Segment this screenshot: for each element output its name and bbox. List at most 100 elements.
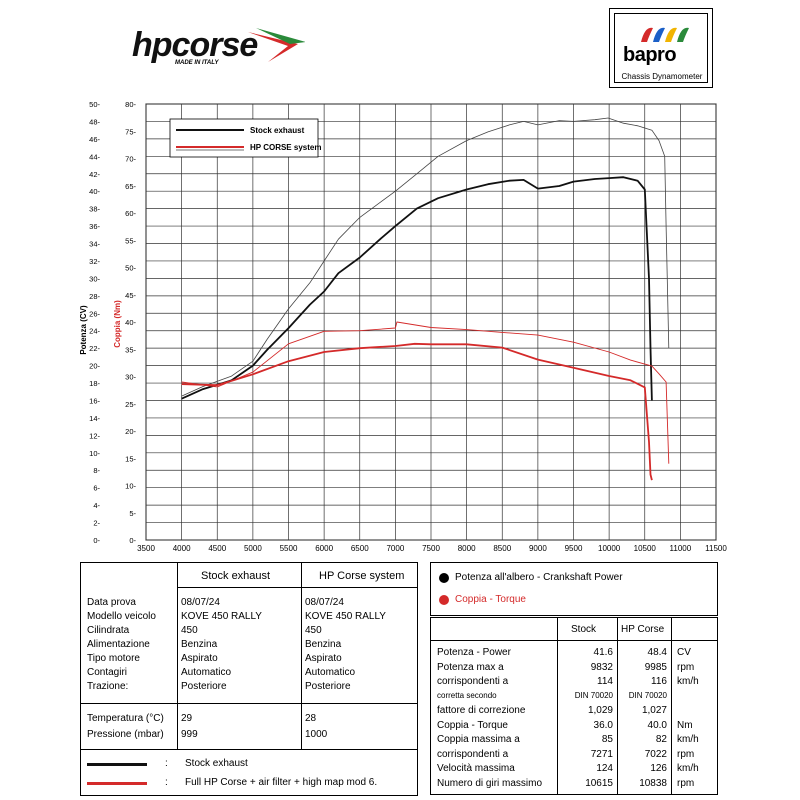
power-tick-label: 14- [89, 414, 100, 423]
legend-hp-label: HP CORSE system [250, 143, 321, 152]
torque-tick-label: 35- [125, 345, 136, 354]
results-col-stock: Stock [571, 624, 597, 635]
power-tick-label: 24- [89, 327, 100, 336]
torque-tick-label: 25- [125, 400, 136, 409]
legend-bottom-label-2: Full HP Corse + air filter + high map mo… [185, 777, 378, 788]
result-unit: km/h [677, 734, 699, 745]
bapro-color-icon [641, 27, 689, 42]
spec-hp-value: KOVE 450 RALLY [305, 611, 386, 622]
spec-col-hp: HP Corse system [319, 570, 405, 582]
spec-hp-value: Benzina [305, 639, 342, 650]
env-hp-value: 1000 [305, 729, 328, 740]
spec-stock-value: 08/07/24 [181, 597, 220, 608]
torque-tick-label: 40- [125, 318, 136, 327]
dyno-chart: 3500 4000 4500 5000 5500 6000 6500 7000 7500 8000… [79, 100, 727, 553]
spec-stock-value: Automatico [181, 667, 232, 678]
legend-torque-label: Coppia - Torque [455, 594, 526, 605]
result-unit: Nm [677, 719, 693, 731]
legend-hp-line [87, 782, 147, 785]
bapro-logo: bapro Chassis Dynamometer [609, 8, 713, 88]
result-hp-value: 1,027 [641, 705, 667, 716]
bapro-name: bapro [623, 44, 677, 66]
power-tick-label: 42- [89, 170, 100, 179]
spec-hp-value: 450 [305, 625, 322, 636]
power-tick-label: 46- [89, 135, 100, 144]
power-tick-label: 32- [89, 257, 100, 266]
legend-bottom-sep-1: : [165, 758, 168, 769]
torque-tick-label: 70- [125, 155, 136, 164]
x-tick-label: 6500 [351, 544, 369, 553]
torque-tick-label: 20- [125, 427, 136, 436]
result-stock-value: DIN 70020 [574, 690, 613, 700]
power-tick-label: 44- [89, 152, 100, 161]
power-tick-label: 20- [89, 362, 100, 371]
power-tick-label: 2- [93, 519, 100, 528]
power-tick-label: 38- [89, 205, 100, 214]
series-line-2 [181, 117, 670, 397]
x-tick-label: 3500 [137, 544, 155, 553]
x-tick-label: 5500 [280, 544, 298, 553]
legend-stock-label: Stock exhaust [250, 126, 305, 135]
power-tick-label: 10- [89, 449, 100, 458]
result-unit: rpm [677, 661, 695, 673]
result-unit: km/h [677, 676, 699, 687]
power-tick-label: 40- [89, 187, 100, 196]
spec-stock-value: Benzina [181, 639, 218, 650]
result-stock-value: 7271 [590, 748, 613, 760]
result-label: corrispondenti a [437, 676, 509, 687]
torque-tick-label: 65- [125, 182, 136, 191]
x-tick-label: 11000 [670, 544, 692, 553]
x-tick-label: 6000 [315, 544, 333, 553]
result-unit: km/h [677, 763, 699, 774]
spec-stock-value: 450 [181, 625, 198, 636]
legend-stock-line [87, 763, 147, 766]
power-tick-label: 50- [89, 100, 100, 109]
x-tick-label: 7500 [422, 544, 440, 553]
results-table: Stock HP Corse Potenza - Power 41.6 48.4… [430, 617, 718, 795]
result-stock-value: 1,029 [587, 705, 613, 716]
power-tick-label: 16- [89, 396, 100, 405]
brand-tagline: MADE IN ITALY [175, 60, 219, 66]
torque-tick-label: 5- [129, 509, 136, 518]
legend-bottom-label-1: Stock exhaust [185, 758, 248, 769]
power-axis-title: Potenza (CV) [79, 305, 88, 355]
result-hp-value: 82 [655, 734, 667, 745]
power-tick-label: 26- [89, 309, 100, 318]
torque-tick-label: 30- [125, 373, 136, 382]
spec-label: Contagiri [87, 667, 128, 678]
spec-hp-value: 08/07/24 [305, 597, 344, 608]
result-hp-value: 116 [651, 676, 667, 687]
power-tick-label: 8- [93, 466, 100, 475]
power-tick-label: 12- [89, 431, 100, 440]
spec-label: Alimentazione [87, 639, 150, 650]
chart-legend [169, 118, 319, 158]
spec-label: Tipo motore [87, 653, 140, 664]
env-hp-value: 28 [305, 713, 317, 724]
result-hp-value: 7022 [644, 748, 667, 760]
x-tick-label: 7000 [386, 544, 404, 553]
env-stock-value: 999 [181, 729, 198, 740]
power-tick-label: 0- [93, 536, 100, 545]
result-unit: rpm [677, 777, 695, 789]
power-tick-label: 34- [89, 240, 100, 249]
svg-text:hpcorse: hpcorse [132, 26, 257, 64]
torque-tick-label: 75- [125, 127, 136, 136]
spec-label: Cilindrata [87, 625, 130, 636]
series-line-4 [181, 321, 670, 464]
env-label: Temperatura (°C) [87, 713, 164, 724]
result-stock-value: 36.0 [593, 719, 613, 731]
x-tick-label: 10500 [634, 544, 657, 553]
power-tick-label: 30- [89, 274, 100, 283]
result-label: Velocità massima [437, 763, 515, 774]
torque-tick-label: 50- [125, 264, 136, 273]
x-tick-label: 10000 [598, 544, 621, 553]
result-hp-value: 40.0 [647, 719, 667, 731]
x-tick-label: 9500 [565, 544, 583, 553]
power-tick-label: 6- [93, 484, 100, 493]
result-stock-value: 41.6 [593, 647, 613, 658]
power-dot-icon [439, 573, 449, 583]
power-tick-label: 18- [89, 379, 100, 388]
torque-tick-label: 15- [125, 454, 136, 463]
spec-hp-value: Posteriore [305, 681, 351, 692]
power-tick-label: 4- [93, 501, 100, 510]
